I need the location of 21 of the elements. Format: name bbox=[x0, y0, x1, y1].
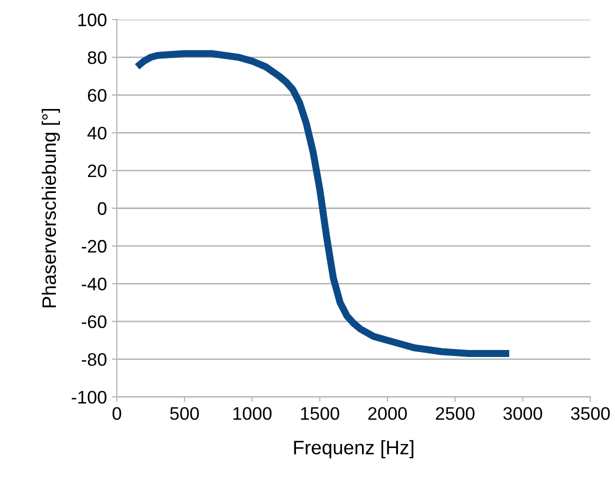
y-tick-label: -20 bbox=[82, 240, 106, 253]
y-tick-label: 80 bbox=[88, 51, 106, 64]
x-tick-label: 3500 bbox=[571, 407, 610, 420]
x-axis-title: Frequenz [Hz] bbox=[294, 440, 414, 458]
x-tick-label: 2000 bbox=[368, 407, 407, 420]
x-tick-label: 500 bbox=[170, 407, 199, 420]
x-tick-label: 2500 bbox=[436, 407, 474, 420]
x-tick-label: 1000 bbox=[233, 407, 272, 420]
y-tick-label: 40 bbox=[87, 126, 106, 140]
y-tick-label: 20 bbox=[88, 164, 106, 178]
y-tick-label: -80 bbox=[82, 353, 106, 366]
y-tick-label: -40 bbox=[82, 278, 106, 290]
y-tick-label: 100 bbox=[78, 14, 106, 26]
y-tick-label: 60 bbox=[88, 88, 106, 102]
y-tick-label: 0 bbox=[98, 202, 106, 215]
y-tick-label: -60 bbox=[82, 315, 106, 328]
x-tick-label: 0 bbox=[112, 407, 122, 420]
y-tick-label: -100 bbox=[72, 390, 106, 404]
y-axis-title: Phaserverschiebung [°] bbox=[42, 109, 60, 308]
x-tick-label: 1500 bbox=[301, 407, 340, 420]
x-tick-label: 3000 bbox=[503, 407, 542, 420]
